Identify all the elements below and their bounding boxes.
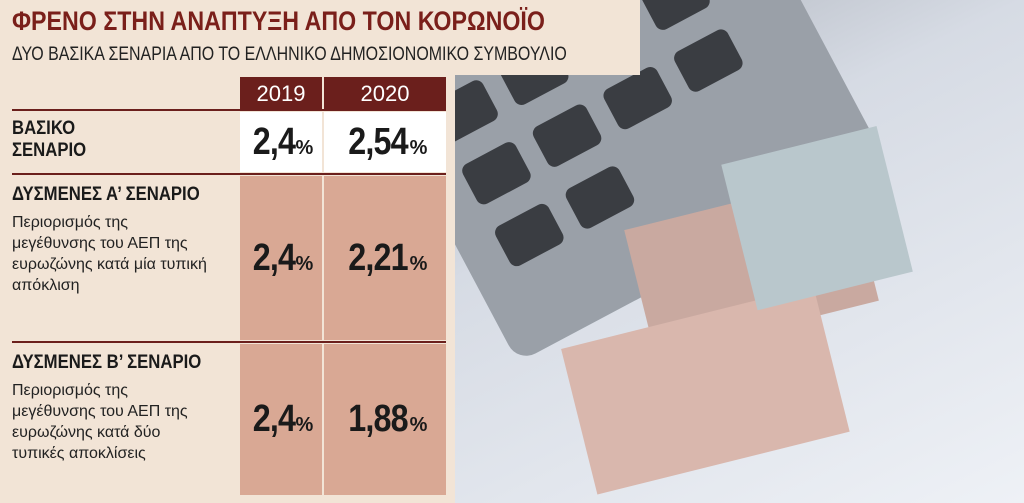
value-cell: 2,4% xyxy=(240,176,322,340)
title-bar: ΦΡΕΝΟ ΣΤΗΝ ΑΝΑΠΤΥΞΗ ΑΠΟ ΤΟΝ ΚΟΡΩΝΟΪΟ ΔΥΟ… xyxy=(0,0,640,75)
value: 2,4 xyxy=(252,120,295,163)
column-header: 2019 xyxy=(240,77,322,110)
scenario-description: Περιορισμός της μεγέθυνσης του ΑΕΠ της ε… xyxy=(12,382,188,462)
scenario-name: ΒΑΣΙΚΟ ΣΕΝΑΡΙΟ xyxy=(12,118,87,161)
unit: % xyxy=(409,136,428,159)
scenario-description: Περιορισμός της μεγέθυνσης του ΑΕΠ της ε… xyxy=(12,214,207,294)
column-header: 2020 xyxy=(324,77,446,110)
row-label: ΔΥΣΜΕΝΕΣ Β’ ΣΕΝΑΡΙΟ Περιορισμός της μεγέθ… xyxy=(12,352,234,464)
row-separator xyxy=(12,173,446,175)
scenario-name: ΔΥΣΜΕΝΕΣ Β’ ΣΕΝΑΡΙΟ xyxy=(12,352,202,373)
value-cell: 2,4% xyxy=(240,112,322,172)
unit: % xyxy=(295,252,314,275)
value: 2,4 xyxy=(252,236,295,279)
value-cell: 2,4% xyxy=(240,344,322,495)
value: 2,4 xyxy=(252,398,295,440)
title: ΦΡΕΝΟ ΣΤΗΝ ΑΝΑΠΤΥΞΗ ΑΠΟ ΤΟΝ ΚΟΡΩΝΟΪΟ xyxy=(12,6,545,36)
value: 1,88 xyxy=(347,398,408,440)
value: 2,21 xyxy=(347,236,408,279)
subtitle: ΔΥΟ ΒΑΣΙΚΑ ΣΕΝΑΡΙΑ ΑΠΟ ΤΟ ΕΛΛΗΝΙΚΟ ΔΗΜΟΣ… xyxy=(12,44,567,65)
unit: % xyxy=(295,414,314,436)
scenario-name: ΔΥΣΜΕΝΕΣ Α’ ΣΕΝΑΡΙΟ xyxy=(12,184,200,205)
unit: % xyxy=(295,136,314,159)
unit: % xyxy=(409,414,428,436)
row-separator xyxy=(12,109,446,111)
value-cell: 1,88% xyxy=(324,344,446,495)
row-label: ΒΑΣΙΚΟ ΣΕΝΑΡΙΟ xyxy=(12,118,234,162)
value-cell: 2,54% xyxy=(324,112,446,172)
value-cell: 2,21% xyxy=(324,176,446,340)
row-label: ΔΥΣΜΕΝΕΣ Α’ ΣΕΝΑΡΙΟ Περιορισμός της μεγέθ… xyxy=(12,184,234,296)
unit: % xyxy=(409,252,428,275)
value: 2,54 xyxy=(347,120,408,163)
row-separator xyxy=(12,341,446,343)
